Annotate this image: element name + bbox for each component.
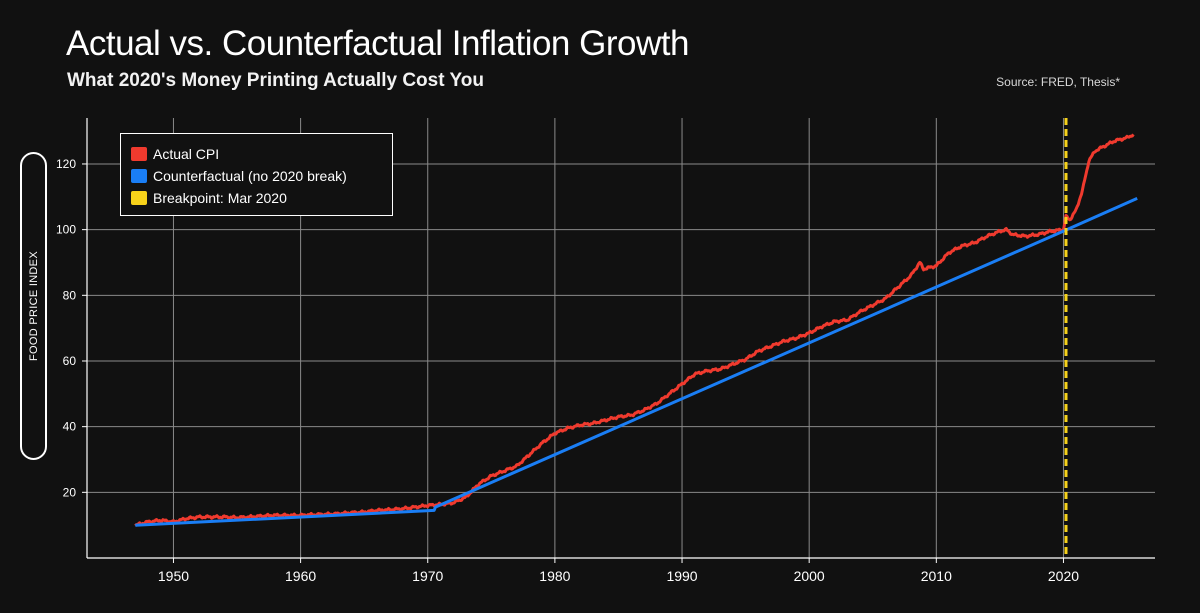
x-tick-label-1980: 1980 <box>539 568 570 584</box>
y-tick-label-20: 20 <box>63 485 77 499</box>
legend-label-breakpoint: Breakpoint: Mar 2020 <box>153 190 287 206</box>
legend-swatch-breakpoint <box>131 191 147 205</box>
legend-item-breakpoint: Breakpoint: Mar 2020 <box>131 187 392 209</box>
grid <box>87 118 1155 558</box>
y-tick-label-60: 60 <box>63 354 77 368</box>
chart-title: Actual vs. Counterfactual Inflation Grow… <box>66 24 689 63</box>
axes: 1950 1960 1970 1980 1990 2000 2010 202020406080… <box>56 118 1155 584</box>
legend-label-counterfactual: Counterfactual (no 2020 break) <box>153 168 347 184</box>
x-tick-label-2020: 2020 <box>1048 568 1079 584</box>
legend-item-actual: Actual CPI <box>131 143 392 165</box>
x-tick-label-1990: 1990 <box>666 568 697 584</box>
y-tick-label-100: 100 <box>56 223 76 237</box>
legend: Actual CPI Counterfactual (no 2020 break… <box>120 133 393 216</box>
x-tick-label-1960: 1960 <box>285 568 316 584</box>
legend-swatch-actual <box>131 147 147 161</box>
series-lines <box>134 133 1138 527</box>
legend-label-actual: Actual CPI <box>153 146 220 162</box>
legend-item-counterfactual: Counterfactual (no 2020 break) <box>131 165 392 187</box>
x-tick-label-1950: 1950 <box>158 568 189 584</box>
x-tick-label-2010: 2010 <box>921 568 952 584</box>
x-tick-label-2000: 2000 <box>794 568 825 584</box>
chart-subtitle: What 2020's Money Printing Actually Cost… <box>67 70 484 91</box>
legend-swatch-counterfactual <box>131 169 147 183</box>
y-tick-label-120: 120 <box>56 157 76 171</box>
y-tick-label-40: 40 <box>63 420 77 434</box>
series-line-actual-cpi <box>134 133 1135 527</box>
y-tick-label-80: 80 <box>63 288 77 302</box>
source-note: Source: FRED, Thesis* <box>996 75 1120 89</box>
x-tick-label-1970: 1970 <box>412 568 443 584</box>
y-axis-label-pill: FOOD PRICE INDEX <box>20 152 47 460</box>
series-line-counterfactual <box>135 197 1138 527</box>
